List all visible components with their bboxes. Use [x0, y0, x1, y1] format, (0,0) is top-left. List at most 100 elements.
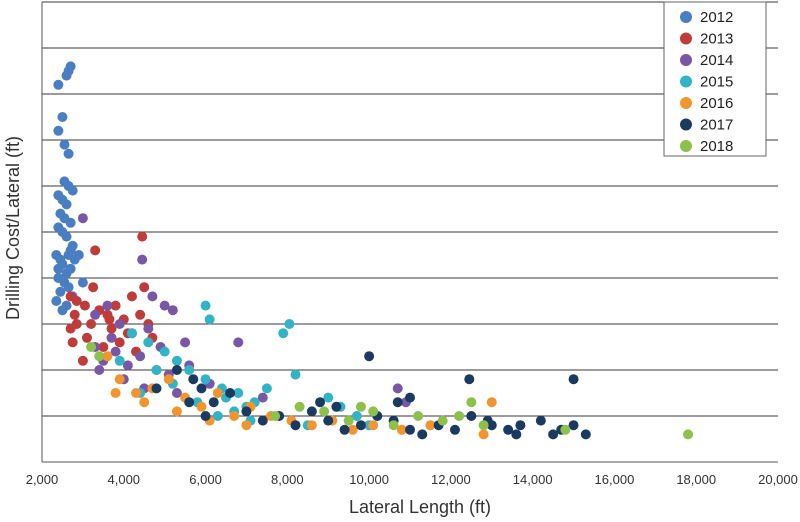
data-point	[200, 411, 211, 421]
data-point	[323, 392, 334, 403]
x-tick-label: 6,000	[189, 472, 222, 487]
data-point	[568, 374, 579, 385]
data-point	[77, 277, 88, 288]
data-point	[208, 397, 219, 408]
data-point	[151, 383, 162, 394]
data-point	[114, 319, 125, 329]
data-point	[67, 337, 78, 348]
series-2013	[65, 231, 158, 366]
data-point	[315, 397, 326, 408]
data-point	[61, 268, 72, 279]
data-point	[163, 374, 174, 385]
data-point	[61, 231, 72, 242]
data-point	[568, 420, 579, 431]
data-point	[196, 383, 207, 394]
data-point	[294, 401, 305, 412]
series-2018	[86, 342, 694, 440]
data-point	[88, 282, 99, 293]
data-point	[454, 411, 465, 421]
data-point	[290, 369, 301, 380]
data-point	[257, 415, 268, 426]
x-tick-label: 2,000	[26, 472, 59, 487]
data-point	[486, 397, 497, 408]
legend-marker	[680, 75, 692, 88]
data-point	[51, 296, 62, 306]
data-point	[319, 406, 330, 417]
data-point	[212, 388, 223, 398]
x-tick-label: 4,000	[108, 472, 141, 487]
data-point	[478, 429, 489, 440]
series-2014	[77, 213, 411, 408]
legend-label: 2013	[700, 31, 733, 48]
data-point	[188, 374, 199, 385]
legend-label: 2015	[700, 74, 733, 91]
data-point	[126, 291, 137, 302]
data-point	[114, 355, 125, 366]
legend-label: 2018	[700, 138, 733, 155]
legend-label: 2016	[700, 95, 733, 112]
data-point	[347, 424, 358, 435]
data-point	[57, 112, 68, 122]
data-point	[77, 355, 88, 366]
y-axis-title: Drilling Cost/Lateral (ft)	[3, 136, 23, 320]
data-point	[86, 319, 97, 329]
data-point	[171, 406, 182, 417]
data-point	[413, 411, 424, 421]
data-point	[171, 365, 182, 375]
data-point	[515, 420, 526, 431]
data-point	[53, 263, 64, 274]
data-point	[284, 319, 295, 329]
data-point	[106, 323, 117, 334]
data-point	[580, 429, 591, 440]
data-point	[53, 79, 64, 90]
data-point	[139, 397, 150, 408]
data-point	[233, 388, 244, 398]
data-point	[306, 406, 317, 417]
legend-label: 2014	[700, 52, 733, 69]
data-point	[290, 420, 301, 431]
data-point	[355, 420, 366, 431]
legend-marker	[680, 11, 692, 23]
data-point	[511, 429, 522, 440]
data-point	[392, 397, 403, 408]
data-point	[94, 351, 105, 362]
data-point	[449, 424, 460, 435]
data-point	[147, 291, 158, 302]
legend: 2012 2013 2014 2015 2016 2017 2018	[663, 1, 767, 157]
data-point	[171, 355, 182, 366]
data-point	[241, 406, 252, 417]
x-tick-label: 8,000	[271, 472, 304, 487]
data-point	[114, 337, 125, 348]
data-point	[73, 250, 84, 260]
x-axis-title: Lateral Length (ft)	[349, 497, 491, 517]
data-point	[77, 213, 88, 224]
data-point	[261, 383, 272, 394]
data-point	[67, 185, 78, 196]
data-point	[478, 420, 489, 431]
data-point	[106, 332, 117, 343]
data-point	[204, 314, 215, 325]
legend-marker	[680, 32, 692, 45]
data-point	[368, 420, 379, 431]
legend-marker	[680, 118, 692, 131]
legend-marker	[680, 140, 692, 152]
data-point	[200, 374, 211, 385]
data-point	[257, 392, 268, 403]
data-point	[131, 388, 142, 398]
series-2017	[151, 351, 591, 440]
data-point	[683, 429, 694, 440]
data-point	[364, 351, 375, 362]
data-point	[159, 346, 170, 357]
data-point	[137, 231, 148, 242]
data-point	[53, 125, 64, 136]
data-point	[331, 401, 342, 412]
data-point	[57, 305, 68, 316]
data-point	[102, 300, 113, 311]
data-point	[98, 342, 109, 352]
data-point	[61, 70, 72, 81]
data-point	[135, 309, 146, 320]
data-point	[79, 300, 90, 311]
x-tick-label: 18,000	[676, 472, 716, 487]
data-point	[355, 401, 366, 412]
data-point	[71, 296, 82, 306]
